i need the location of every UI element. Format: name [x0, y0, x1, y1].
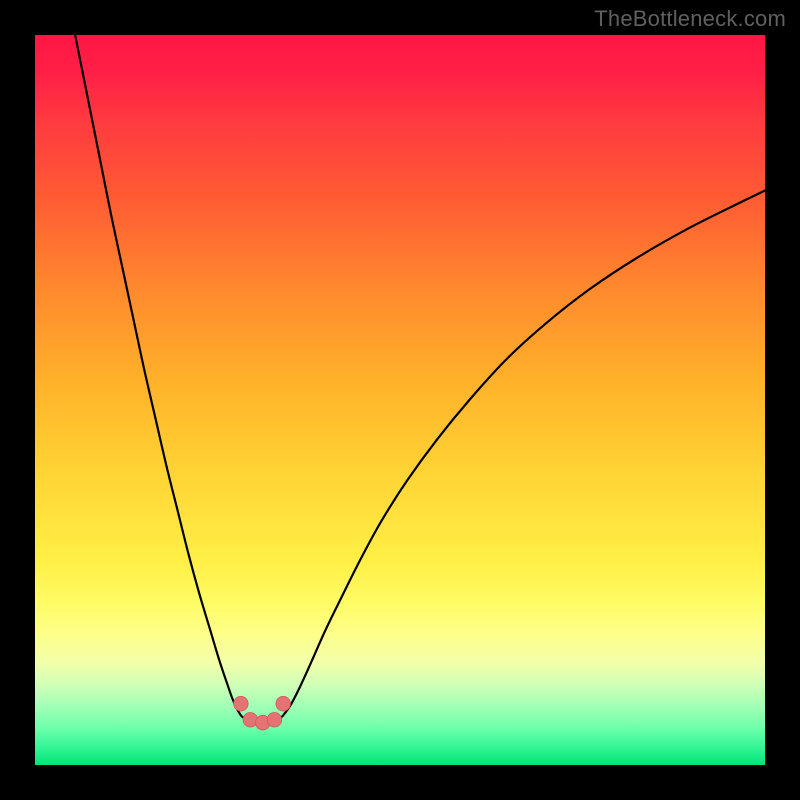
chart-frame: TheBottleneck.com	[0, 0, 800, 800]
chart-background	[35, 35, 765, 765]
plot-area	[35, 35, 765, 765]
bottom-marker	[234, 696, 249, 711]
watermark-text: TheBottleneck.com	[594, 6, 786, 32]
bottom-marker	[276, 696, 291, 711]
bottom-marker	[267, 712, 282, 727]
bottleneck-chart	[35, 35, 765, 765]
